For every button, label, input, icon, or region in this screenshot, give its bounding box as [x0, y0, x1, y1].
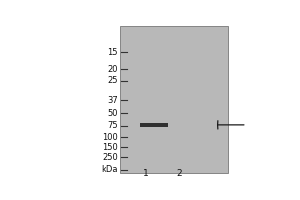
Text: 2: 2 [176, 169, 182, 178]
Text: 100: 100 [102, 133, 118, 142]
Bar [120, 26, 228, 173]
Text: 37: 37 [107, 96, 118, 105]
Text: 250: 250 [102, 153, 118, 162]
Text: 1: 1 [143, 169, 148, 178]
Text: 50: 50 [107, 109, 118, 118]
Text: 75: 75 [107, 121, 118, 130]
Bar [140, 123, 168, 127]
Text: 150: 150 [102, 143, 118, 152]
Text: 25: 25 [107, 76, 118, 85]
Text: kDa: kDa [101, 165, 118, 174]
Text: 20: 20 [107, 65, 118, 74]
Text: 15: 15 [107, 48, 118, 57]
